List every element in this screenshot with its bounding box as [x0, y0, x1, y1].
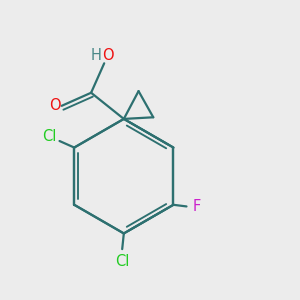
Text: Cl: Cl — [115, 254, 129, 269]
Text: O: O — [102, 48, 113, 63]
Text: F: F — [192, 199, 200, 214]
Text: Cl: Cl — [43, 129, 57, 144]
Text: O: O — [49, 98, 60, 113]
Text: H: H — [91, 48, 101, 63]
